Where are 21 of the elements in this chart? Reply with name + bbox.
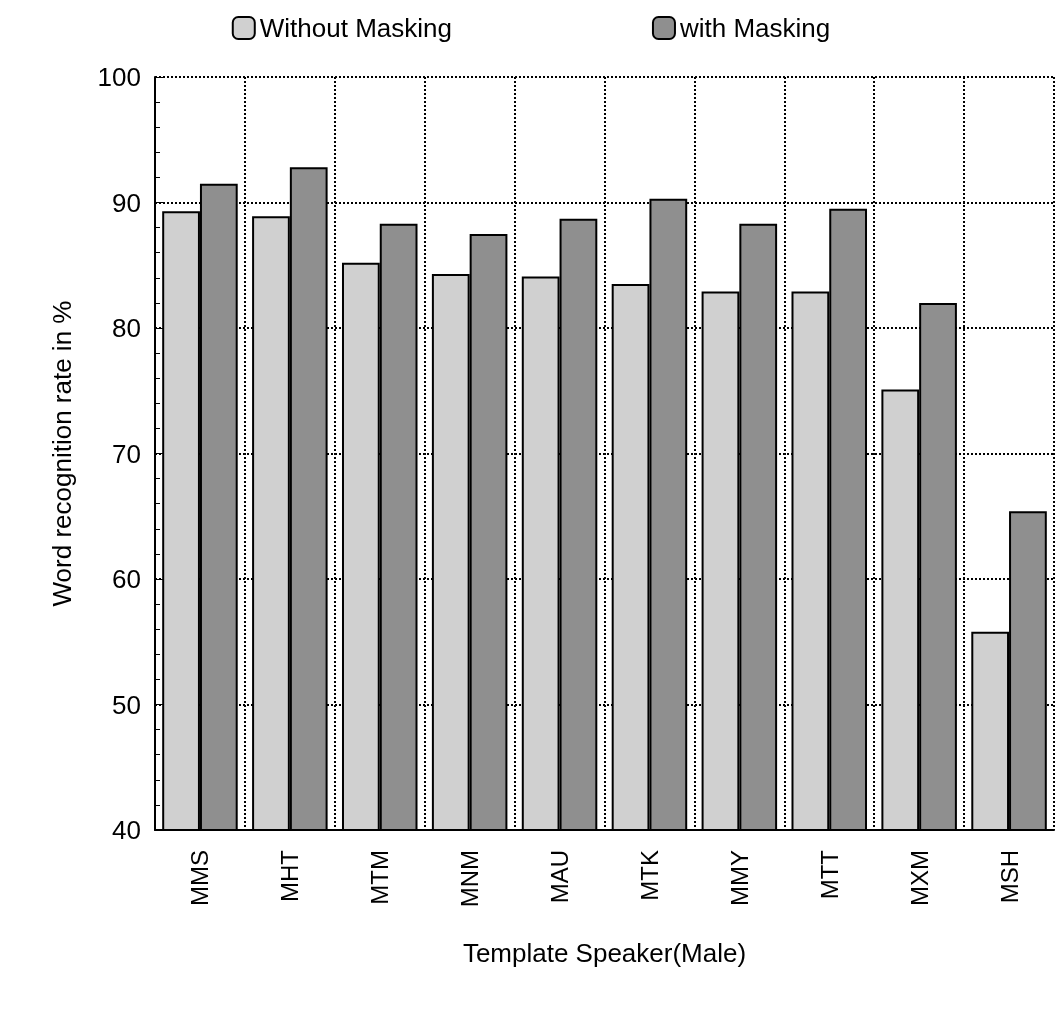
x-tick-label: MTM xyxy=(366,850,394,905)
x-tick-label: MNM xyxy=(456,850,484,908)
x-axis-title: Template Speaker(Male) xyxy=(462,938,747,968)
x-tick-label: MHT xyxy=(276,849,304,902)
y-tick-label: 70 xyxy=(112,438,141,469)
legend-label: with Masking xyxy=(678,13,831,43)
x-tick-label: MTK xyxy=(635,850,663,901)
y-axis-title: Word recognition rate in % xyxy=(47,300,77,607)
y-tick-label: 100 xyxy=(97,62,141,92)
x-tick-label: MMY xyxy=(725,850,753,906)
y-tick-label: 50 xyxy=(112,689,141,720)
y-tick-label: 80 xyxy=(112,313,141,343)
y-tick-label: 40 xyxy=(112,815,141,845)
x-tick-label: MMS xyxy=(186,850,214,906)
x-tick-label: MAU xyxy=(546,850,574,904)
x-tick-label: MXM xyxy=(905,850,933,906)
y-tick-label: 60 xyxy=(112,564,141,594)
x-tick-label: MTT xyxy=(815,849,843,900)
legend-label: Without Masking xyxy=(259,13,452,43)
y-tick-label: 90 xyxy=(112,187,141,218)
x-tick-label: MSH xyxy=(995,850,1023,904)
